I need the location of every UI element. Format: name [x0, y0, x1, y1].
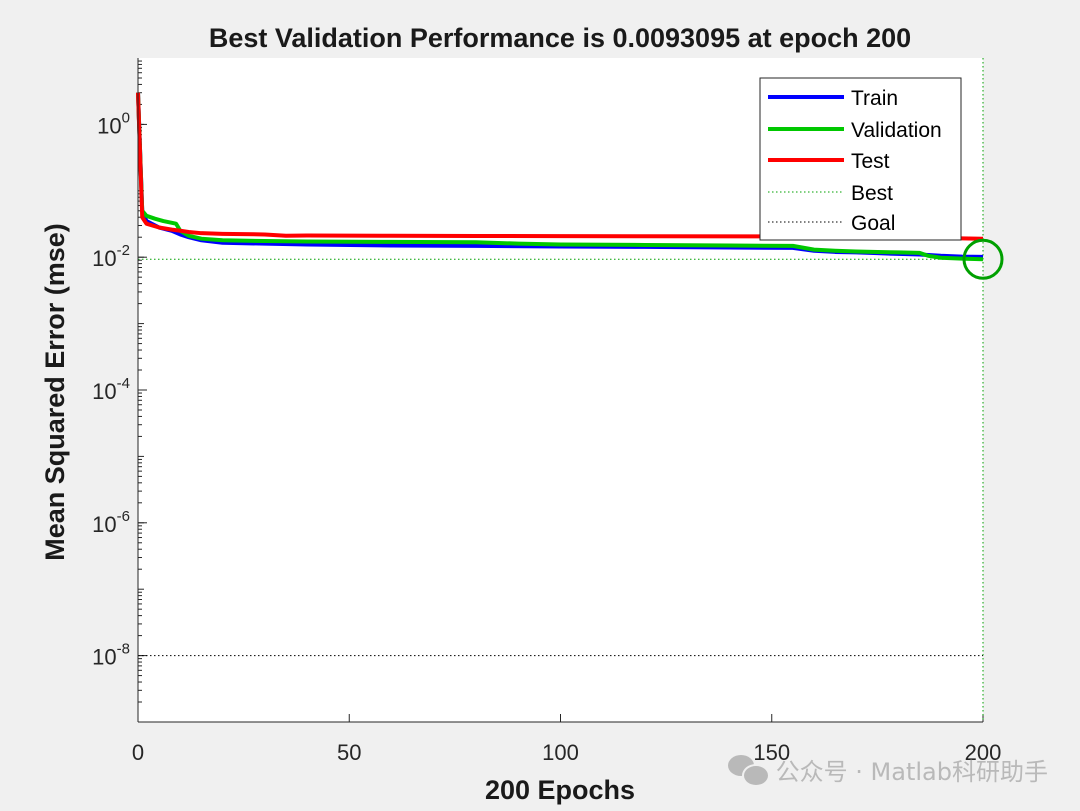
wechat-icon — [727, 754, 770, 787]
x-tick-label: 100 — [542, 740, 579, 765]
legend-best-label: Best — [851, 182, 893, 205]
x-tick-label: 0 — [132, 740, 144, 765]
chart-title: Best Validation Performance is 0.0093095… — [209, 23, 911, 53]
y-tick-label: 10-8 — [92, 641, 130, 670]
x-tick-label: 150 — [753, 740, 790, 765]
legend-validation-label: Validation — [851, 119, 942, 142]
x-tick-label: 50 — [337, 740, 361, 765]
legend-test-label: Test — [851, 150, 890, 173]
best-markers — [962, 238, 1004, 280]
legend-train-label: Train — [851, 87, 898, 110]
x-axis-label: 200 Epochs — [485, 775, 635, 805]
y-tick-label: 10-6 — [92, 508, 130, 537]
legend: Train Validation Test Best Goal — [759, 77, 962, 241]
watermark-text: 公众号 · Matlab科研助手 — [775, 758, 1048, 786]
x-tick-label: 200 — [965, 740, 1002, 765]
y-tick-label: 100 — [97, 109, 130, 138]
legend-goal-label: Goal — [851, 212, 895, 235]
y-axis-label: Mean Squared Error (mse) — [40, 223, 70, 561]
reference-lines — [138, 58, 984, 722]
best-marker-circle — [962, 238, 1004, 280]
y-tick-label: 10-2 — [92, 242, 130, 271]
y-tick-label: 10-4 — [92, 375, 130, 404]
watermark: 公众号 · Matlab科研助手 — [727, 752, 1048, 787]
series-line-validation — [136, 92, 984, 262]
axis-ticks: 0 50 100 150 200 100 10-2 10-4 10-6 10-8 — [92, 60, 1002, 765]
